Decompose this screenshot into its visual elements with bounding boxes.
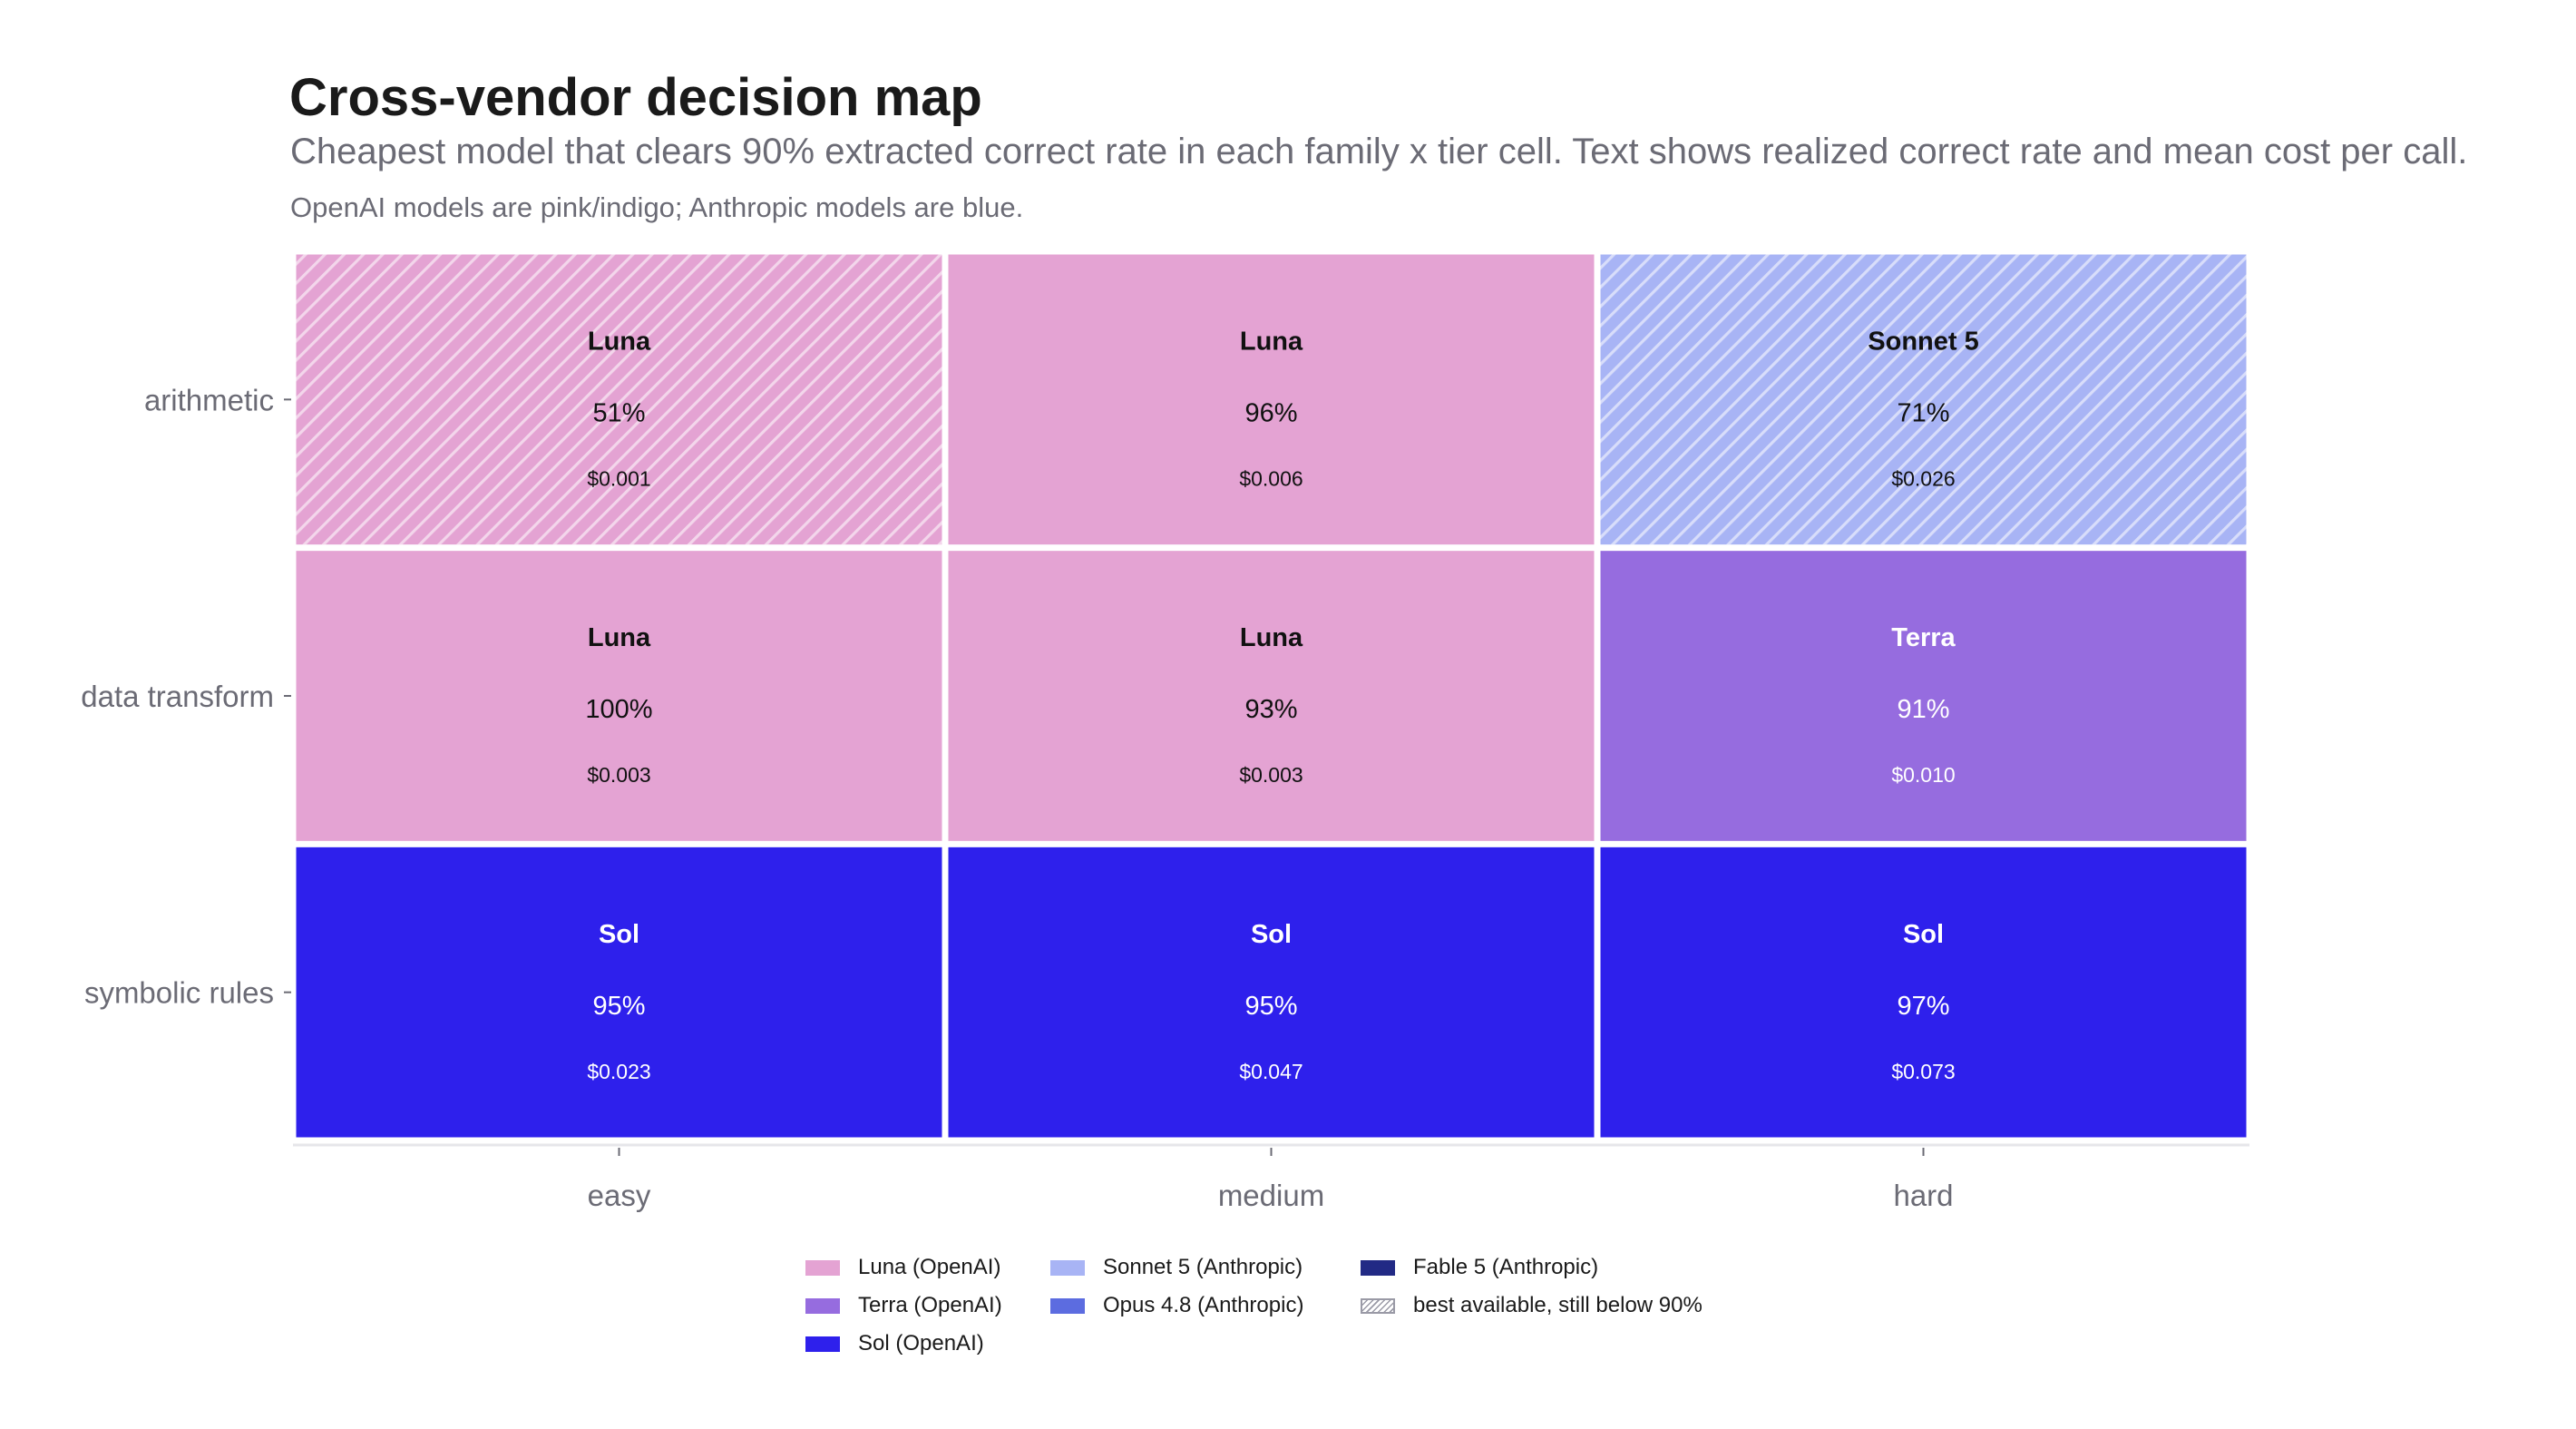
heatmap-cell-data-transform-hard: Terra 91% $0.010: [1600, 551, 2247, 841]
legend-item-luna-openai: Luna (OpenAI): [805, 1255, 1000, 1280]
cell-fill: [296, 551, 942, 841]
cell-model-label: Sol: [599, 920, 639, 949]
cell-fill: [296, 847, 942, 1138]
legend-label: Sol (OpenAI): [858, 1331, 984, 1356]
cell-model-label: Sol: [1903, 920, 1944, 949]
legend-swatch: [1050, 1297, 1085, 1314]
cell-fill: [948, 254, 1595, 545]
cell-cost-label: $0.023: [587, 1060, 650, 1083]
cell-cost-label: $0.010: [1891, 763, 1955, 787]
cell-cost-label: $0.006: [1239, 467, 1303, 491]
legend-item-terra-openai: Terra (OpenAI): [805, 1293, 1002, 1318]
heatmap-cell-arithmetic-easy: Luna 51% $0.001: [296, 254, 942, 545]
cell-fill: [1600, 551, 2247, 841]
legend-swatch: [1361, 1259, 1395, 1276]
legend-item-best-available-still-below-90: best available, still below 90%: [1361, 1293, 1703, 1318]
chart-note: OpenAI models are pink/indigo; Anthropic…: [290, 191, 1024, 223]
legend-swatch: [1361, 1297, 1395, 1314]
cell-rate-label: 100%: [585, 695, 652, 724]
heatmap-cell-arithmetic-medium: Luna 96% $0.006: [948, 254, 1595, 545]
legend-label: Terra (OpenAI): [858, 1293, 1002, 1317]
legend-label: Sonnet 5 (Anthropic): [1103, 1255, 1303, 1279]
legend-item-fable-5-anthropic: Fable 5 (Anthropic): [1361, 1255, 1598, 1280]
cell-model-label: Luna: [1240, 328, 1303, 357]
cell-cost-label: $0.003: [587, 763, 650, 787]
legend-swatch: [805, 1336, 840, 1352]
legend-label: Opus 4.8 (Anthropic): [1103, 1293, 1304, 1317]
cell-rate-label: 96%: [1244, 399, 1297, 428]
x-tick-label-medium: medium: [1218, 1179, 1324, 1212]
chart-subtitle: Cheapest model that clears 90% extracted…: [290, 132, 2468, 171]
heatmap-cell-symbolic-rules-medium: Sol 95% $0.047: [948, 847, 1595, 1138]
y-tick-label-data-transform: data transform: [81, 680, 274, 713]
cell-model-label: Luna: [588, 328, 651, 357]
cell-model-label: Terra: [1891, 623, 1956, 652]
chart-title: Cross-vendor decision map: [289, 68, 982, 127]
cell-model-label: Luna: [1240, 623, 1303, 652]
legend-label: best available, still below 90%: [1413, 1293, 1703, 1317]
cell-rate-label: 93%: [1244, 695, 1297, 724]
cell-rate-label: 51%: [592, 399, 645, 428]
cell-fill: [1600, 847, 2247, 1138]
legend-swatch: [1050, 1259, 1085, 1276]
x-tick-label-easy: easy: [588, 1179, 651, 1212]
cell-rate-label: 71%: [1897, 399, 1949, 428]
heatmap-cell-data-transform-medium: Luna 93% $0.003: [948, 551, 1595, 841]
chart-legend: Luna (OpenAI) Terra (OpenAI) Sol (OpenAI) S…: [805, 1255, 1858, 1373]
cell-model-label: Luna: [588, 623, 651, 652]
cell-fill: [948, 551, 1595, 841]
heatmap-cell-symbolic-rules-hard: Sol 97% $0.073: [1600, 847, 2247, 1138]
cell-rate-label: 95%: [1244, 992, 1297, 1021]
y-tick-label-arithmetic: arithmetic: [144, 383, 274, 416]
cell-hatch-below-threshold: [1600, 254, 2247, 545]
x-tick-label-hard: hard: [1893, 1179, 1953, 1212]
legend-label: Luna (OpenAI): [858, 1255, 1001, 1279]
cell-rate-label: 91%: [1897, 695, 1949, 724]
legend-swatch: [805, 1297, 840, 1314]
legend-swatch: [805, 1259, 840, 1276]
cell-rate-label: 97%: [1897, 992, 1949, 1021]
legend-item-sol-openai: Sol (OpenAI): [805, 1331, 984, 1356]
heatmap-cell-data-transform-easy: Luna 100% $0.003: [296, 551, 942, 841]
legend-item-sonnet-5-anthropic: Sonnet 5 (Anthropic): [1050, 1255, 1303, 1280]
cell-cost-label: $0.073: [1891, 1060, 1955, 1083]
cell-cost-label: $0.003: [1239, 763, 1303, 787]
cell-hatch-below-threshold: [296, 254, 942, 545]
cell-cost-label: $0.047: [1239, 1060, 1303, 1083]
cell-fill: [948, 847, 1595, 1138]
heatmap-cell-symbolic-rules-easy: Sol 95% $0.023: [296, 847, 942, 1138]
cell-model-label: Sonnet 5: [1868, 328, 1978, 357]
cell-model-label: Sol: [1251, 920, 1292, 949]
legend-item-opus-4-8-anthropic: Opus 4.8 (Anthropic): [1050, 1293, 1303, 1318]
cell-cost-label: $0.001: [587, 467, 650, 491]
heatmap-cells: Luna 51% $0.001 Luna 96% $0.006 Sonnet 5 71% $0.…: [296, 254, 2247, 1138]
legend-label: Fable 5 (Anthropic): [1413, 1255, 1599, 1279]
chart-axes: easy medium hard arithmetic data transform sy…: [81, 383, 2249, 1212]
y-tick-label-symbolic-rules: symbolic rules: [84, 976, 274, 1010]
cell-rate-label: 95%: [592, 992, 645, 1021]
heatmap-cell-arithmetic-hard: Sonnet 5 71% $0.026: [1600, 254, 2247, 545]
cell-cost-label: $0.026: [1891, 467, 1955, 491]
